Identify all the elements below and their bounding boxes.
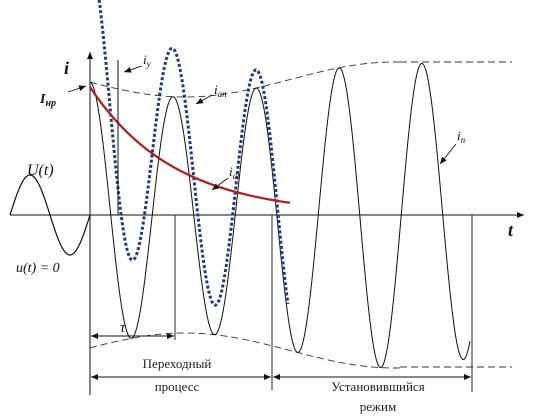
- envelope-current-label: iап: [214, 82, 227, 99]
- envelope-current-subscript: ап: [218, 89, 228, 99]
- transient-label-line1: Переходный: [143, 356, 212, 371]
- aperiodic-current-curve: [89, 86, 291, 204]
- total-current-label: iу: [143, 52, 151, 69]
- upper-envelope: [89, 61, 401, 98]
- periodic-current-symbol: i: [457, 128, 461, 143]
- zero-voltage-label: u(t) = 0: [16, 261, 60, 276]
- initial-current-label: Iнр: [39, 92, 56, 109]
- initial-current-subscript: нр: [45, 98, 56, 109]
- envelope-current-symbol: i: [214, 82, 218, 97]
- aperiodic-current-label: iat: [229, 164, 240, 181]
- tau-label: τ: [120, 320, 126, 336]
- i-ap-pointer: [195, 94, 213, 105]
- i-np-pointer: [67, 85, 87, 93]
- steady-label-line2: режим: [360, 399, 396, 414]
- total-current-symbol: i: [143, 52, 147, 67]
- steady-label-line1: Установившийся: [331, 379, 424, 394]
- lower-envelope: [89, 332, 401, 369]
- total-current-curve: [97, 0, 290, 307]
- time-axis-label: t: [508, 220, 514, 240]
- periodic-current-label: iп: [457, 128, 466, 145]
- i-p-pointer: [439, 143, 457, 165]
- aperiodic-current-symbol: i: [229, 164, 233, 179]
- initial-current-symbol: I: [39, 92, 46, 107]
- i-at-pointer: [211, 177, 229, 191]
- transient-label-line2: процесс: [155, 379, 200, 394]
- periodic-current-subscript: п: [461, 135, 466, 145]
- current-axis-label: i: [64, 58, 69, 78]
- source-voltage-label: U(t): [27, 162, 54, 179]
- i-y-pointer: [123, 65, 143, 73]
- total-current-subscript: у: [146, 59, 151, 69]
- aperiodic-current-subscript: at: [233, 171, 241, 181]
- source-voltage-curve: [9, 174, 91, 256]
